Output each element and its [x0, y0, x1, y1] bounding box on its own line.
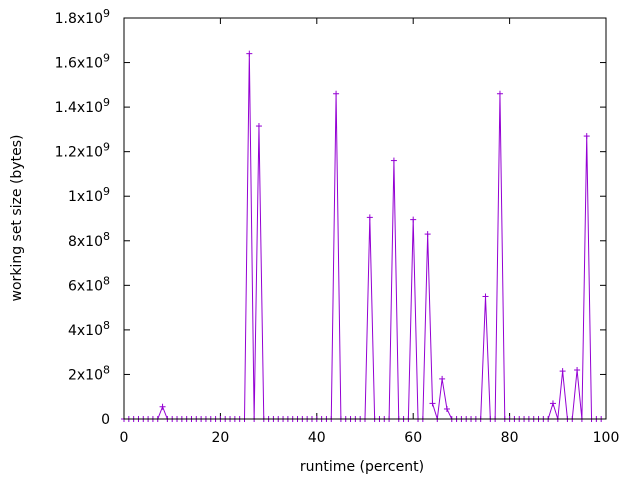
data-point-marker	[333, 90, 340, 97]
y-tick-mantissa: 4x10	[68, 323, 103, 339]
x-tick-label: 80	[501, 430, 519, 446]
data-point-marker	[559, 368, 566, 375]
data-point-marker	[410, 216, 417, 223]
data-point-marker	[390, 157, 397, 164]
y-tick-label: 1.8x109	[55, 7, 110, 27]
data-point-marker	[443, 405, 450, 412]
y-tick-mantissa: 1.6x10	[55, 56, 103, 72]
y-tick-label: 6x108	[68, 274, 110, 294]
data-point-marker	[366, 214, 373, 221]
data-point-marker	[429, 400, 436, 407]
y-tick-exponent: 8	[103, 319, 110, 332]
x-tick-label: 60	[404, 430, 422, 446]
y-tick-label: 1.2x109	[55, 141, 110, 161]
y-tick-label: 2x108	[68, 363, 110, 383]
y-tick-label: 1.6x109	[55, 52, 110, 72]
y-tick-group: 02x1084x1086x1088x1081x1091.2x1091.4x109…	[55, 7, 606, 428]
series-group	[121, 50, 605, 422]
data-point-marker	[439, 375, 446, 382]
x-tick-label: 20	[211, 430, 229, 446]
y-tick-mantissa: 0	[101, 412, 110, 428]
y-axis-label: working set size (bytes)	[9, 135, 25, 302]
data-point-marker	[255, 123, 262, 130]
x-tick-label: 0	[120, 430, 129, 446]
y-tick-label: 4x108	[68, 319, 110, 339]
y-tick-label: 1x109	[68, 185, 110, 205]
data-point-marker	[549, 400, 556, 407]
data-point-marker	[482, 293, 489, 300]
y-tick-label: 8x108	[68, 230, 110, 250]
y-tick-mantissa: 1x10	[68, 189, 103, 205]
x-tick-label: 40	[308, 430, 326, 446]
x-tick-group: 0 20 40 60 80 100	[120, 18, 620, 446]
x-axis-label: runtime (percent)	[300, 459, 424, 475]
data-point-marker	[583, 133, 590, 140]
data-point-marker	[574, 366, 581, 373]
y-tick-exponent: 9	[103, 185, 110, 198]
data-point-marker	[159, 403, 166, 410]
y-tick-exponent: 9	[103, 141, 110, 154]
y-tick-mantissa: 1.4x10	[55, 100, 103, 116]
y-tick-mantissa: 1.2x10	[55, 145, 103, 161]
x-tick-label: 100	[593, 430, 620, 446]
y-tick-exponent: 9	[103, 7, 110, 20]
data-point-marker	[496, 90, 503, 97]
series-line	[124, 53, 602, 420]
data-point-marker	[424, 231, 431, 238]
data-point-marker	[246, 50, 253, 57]
y-tick-exponent: 9	[103, 96, 110, 109]
y-tick-label: 0	[101, 412, 110, 428]
y-tick-mantissa: 1.8x10	[55, 11, 103, 27]
y-tick-mantissa: 6x10	[68, 278, 103, 294]
y-tick-mantissa: 2x10	[68, 367, 103, 383]
y-tick-exponent: 9	[103, 52, 110, 65]
y-tick-label: 1.4x109	[55, 96, 110, 116]
y-tick-mantissa: 8x10	[68, 234, 103, 250]
y-tick-exponent: 8	[103, 230, 110, 243]
plot-frame	[123, 17, 607, 420]
y-tick-exponent: 8	[103, 363, 110, 376]
y-tick-exponent: 8	[103, 274, 110, 287]
